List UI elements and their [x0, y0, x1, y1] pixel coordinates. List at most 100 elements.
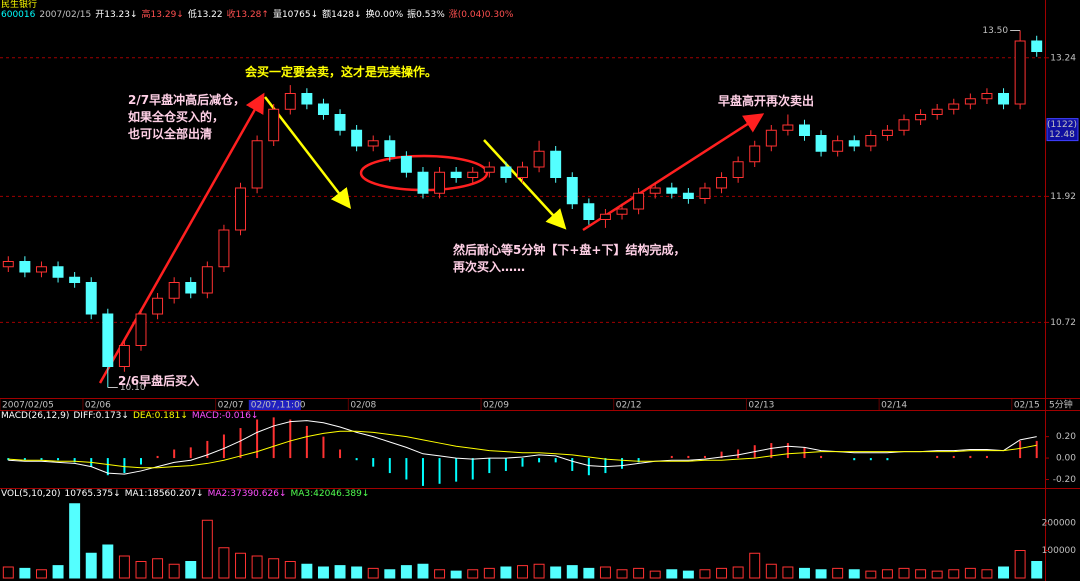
x-tick-label: 02/08: [350, 401, 376, 411]
volume-bar: [201, 519, 213, 579]
stock-name: 民生银行: [1, 0, 38, 10]
candle-body: [351, 129, 363, 147]
volume-bar: [69, 503, 81, 579]
quote-item: 开13.23↓: [95, 10, 138, 20]
date-band: [0, 399, 1045, 410]
volume-bar: [649, 570, 661, 579]
annotation-line: 也可以全部出清: [128, 127, 213, 141]
volume-bar: [85, 552, 97, 579]
volume-bar: [832, 567, 844, 579]
dea-line: [8, 430, 1037, 469]
candle-body: [218, 229, 230, 268]
candle-body: [517, 166, 528, 178]
candle-body: [915, 114, 927, 121]
candle-body: [599, 213, 611, 220]
volume-bar: [881, 569, 893, 579]
candle-body: [69, 276, 81, 283]
volume-bar: [616, 569, 628, 579]
candle-body: [1014, 40, 1026, 105]
volume-bar: [35, 569, 47, 579]
candle-body: [799, 124, 810, 136]
indicator-value: MA2:37390.626↓: [207, 489, 287, 499]
volume-bar: [1031, 561, 1043, 579]
annotation-line: 会买一定要会卖，这才是完美操作。: [245, 65, 438, 79]
candle-body: [848, 140, 860, 147]
volume-bar: [633, 567, 645, 579]
quote-item: 2007/02/15: [39, 10, 92, 20]
y-tick-label: -0.20: [1053, 475, 1077, 485]
candle-body: [633, 192, 645, 210]
volume-bar: [317, 566, 329, 579]
volume-bar: [351, 566, 363, 579]
candle-body: [1031, 40, 1043, 52]
candle-body: [185, 282, 197, 294]
candle-body: [550, 150, 562, 178]
y-tick-label: 13.24: [1050, 53, 1076, 63]
candle-body: [85, 282, 97, 315]
indicator-value: MA1:18560.207↓: [124, 489, 204, 499]
candle-body: [865, 135, 877, 147]
candle-body: [384, 140, 396, 157]
volume-bar: [550, 566, 562, 579]
candle-body: [483, 166, 495, 173]
candle-body: [52, 266, 64, 278]
volume-bar: [235, 552, 246, 579]
x-tick-label: 02/15: [1014, 401, 1040, 411]
candle-body: [566, 177, 578, 205]
volume-bar: [765, 563, 777, 579]
quote-item: 低13.22: [187, 10, 223, 20]
volume-bar: [699, 569, 711, 579]
quote-row: 600016 2007/02/15 开13.23↓ 高13.29↓ 低13.22 收13.…: [1, 10, 517, 20]
arrow: [483, 139, 567, 230]
candle-body: [102, 313, 114, 367]
volume-bar: [152, 558, 164, 579]
y-tick-label: 10.72: [1050, 318, 1076, 328]
quote-item: 涨(0.04)0.30%: [448, 10, 514, 20]
diff-line: [8, 420, 1037, 475]
annotation: 早盘高开再次卖出: [718, 93, 814, 110]
macd-header: MACD(26,12,9) DIFF:0.173↓ DEA:0.181↓ MACD:-…: [1, 411, 262, 421]
volume-bar: [417, 563, 429, 579]
candle-body: [301, 93, 313, 105]
x-tick-label: 02/07: [218, 401, 244, 411]
y-tick-label: 100000: [1042, 546, 1077, 556]
candle-body: [616, 208, 628, 215]
y-tick-label: 11.92: [1050, 192, 1076, 202]
volume-bar: [682, 570, 694, 579]
candle-body: [998, 93, 1010, 105]
volume-bar: [52, 565, 64, 579]
annotation: 2/6早盘后买入: [118, 373, 199, 390]
candle-body: [716, 177, 728, 189]
quote-item: 振0.53%: [407, 10, 445, 20]
candle-body: [500, 166, 512, 178]
candle-body: [964, 98, 976, 105]
volume-bar: [517, 565, 528, 579]
candle-body: [583, 203, 595, 220]
candle-body: [135, 313, 147, 346]
stock-name-row: 民生银行: [1, 0, 41, 10]
candle-body: [782, 124, 794, 131]
volume-bar: [915, 569, 927, 579]
volume-bar: [218, 547, 230, 579]
x-tick-label: 2007/02/05: [2, 401, 54, 411]
quote-item: 高13.29↓: [141, 10, 184, 20]
candle-body: [832, 140, 844, 152]
vol-header: VOL(5,10,20) 10765.375↓ MA1:18560.207↓ MA2:…: [1, 489, 373, 499]
y-tick-label: 0.20: [1056, 432, 1076, 442]
y-tick-label: 200000: [1042, 519, 1077, 529]
candle-body: [815, 135, 827, 152]
cursor-price: 12.48: [1049, 130, 1075, 140]
candle-body: [334, 114, 346, 131]
x-tick-label: 02/09: [483, 401, 509, 411]
annotation-line: 早盘高开再次卖出: [718, 94, 815, 108]
annotation-line: 再次买入……: [453, 260, 526, 274]
volume-bar: [666, 569, 678, 579]
x-tick-label: 02/14: [881, 401, 907, 411]
volume-bar: [450, 570, 462, 579]
volume-bar: [1014, 550, 1026, 579]
candle-body: [434, 171, 446, 194]
annotation: 会买一定要会卖，这才是完美操作。: [245, 64, 437, 81]
candle-body: [467, 171, 479, 178]
